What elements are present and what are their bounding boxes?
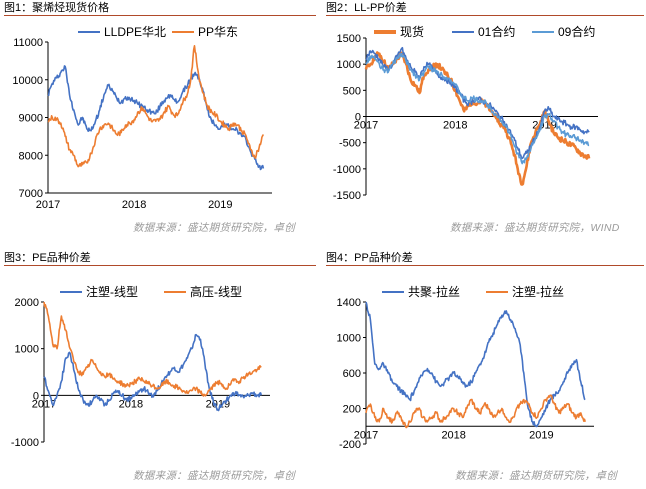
chart-3-source: 数据来源：盛达期货研究院，卓创	[133, 470, 295, 482]
legend-label: LLDPE华北	[104, 25, 166, 39]
series-line	[365, 52, 590, 165]
y-tick-label: -1500	[333, 190, 361, 202]
y-tick-label: 1500	[337, 33, 361, 45]
y-tick-label: 1000	[337, 59, 361, 71]
legend-label: PP华东	[198, 25, 238, 39]
series-line	[43, 333, 263, 412]
chart-4-title: 图4：PP品种价差	[326, 251, 644, 266]
y-tick-label: 200	[343, 404, 361, 416]
chart-1-plot: 7000 8000 9000 10000 11000 2017 2018 2019 LLDPE华…	[12, 25, 272, 211]
series-line	[365, 394, 586, 429]
chart-2-title: 图2：LL-PP价差	[326, 1, 644, 16]
legend-label: 共聚-拉丝	[408, 284, 460, 299]
legend-label: 09合约	[558, 24, 595, 39]
y-tick-label: 9000	[19, 113, 43, 125]
x-tick-label: 2018	[443, 120, 467, 132]
series-line	[47, 44, 265, 168]
y-tick-label: 1000	[15, 344, 39, 356]
legend-label: 注塑-拉丝	[512, 284, 564, 299]
x-tick-label: 2017	[354, 120, 378, 132]
x-tick-label: 2018	[119, 398, 143, 410]
chart-1-title: 图1：聚烯烃现货价格	[4, 1, 316, 16]
y-tick-label: 0	[355, 112, 361, 124]
x-tick-label: 2019	[529, 429, 553, 441]
chart-1-source: 数据来源：盛达期货研究院，卓创	[133, 222, 295, 234]
legend-label: 现货	[400, 24, 424, 39]
y-tick-label: 10000	[12, 75, 43, 87]
chart-2-source: 数据来源：盛达期货研究院，WIND	[450, 222, 620, 234]
y-tick-label: 600	[343, 368, 361, 380]
x-tick-label: 2018	[441, 429, 465, 441]
y-tick-label: -1000	[11, 437, 39, 449]
x-tick-label: 2017	[32, 398, 56, 410]
series-line	[47, 65, 265, 171]
x-tick-label: 2018	[122, 199, 146, 211]
y-tick-label: 500	[343, 85, 361, 97]
legend-label: 高压-线型	[190, 284, 242, 299]
series-line	[43, 301, 262, 397]
y-tick-label: 1400	[337, 297, 361, 309]
y-tick-label: -200	[339, 439, 361, 451]
chart-3-title: 图3：PE品种价差	[4, 251, 316, 266]
chart-4-plot: -200 200 600 1000 1400 2017 2018 2019 共聚-拉丝 注塑-拉丝	[337, 284, 594, 451]
y-tick-label: 7000	[19, 188, 43, 200]
chart-4-source: 数据来源：盛达期货研究院，卓创	[455, 470, 617, 482]
legend-label: 01合约	[478, 24, 515, 39]
y-tick-label: -500	[339, 138, 361, 150]
legend-label: 注塑-线型	[86, 284, 138, 299]
x-tick-label: 2019	[208, 199, 232, 211]
series-line	[365, 301, 586, 428]
x-tick-label: 2017	[36, 199, 60, 211]
y-tick-label: 0	[33, 390, 39, 402]
x-tick-label: 2017	[354, 429, 378, 441]
y-tick-label: 8000	[19, 150, 43, 162]
y-tick-label: 2000	[15, 297, 39, 309]
y-tick-label: 1000	[337, 333, 361, 345]
y-tick-label: -1000	[333, 164, 361, 176]
y-tick-label: 11000	[13, 37, 43, 49]
